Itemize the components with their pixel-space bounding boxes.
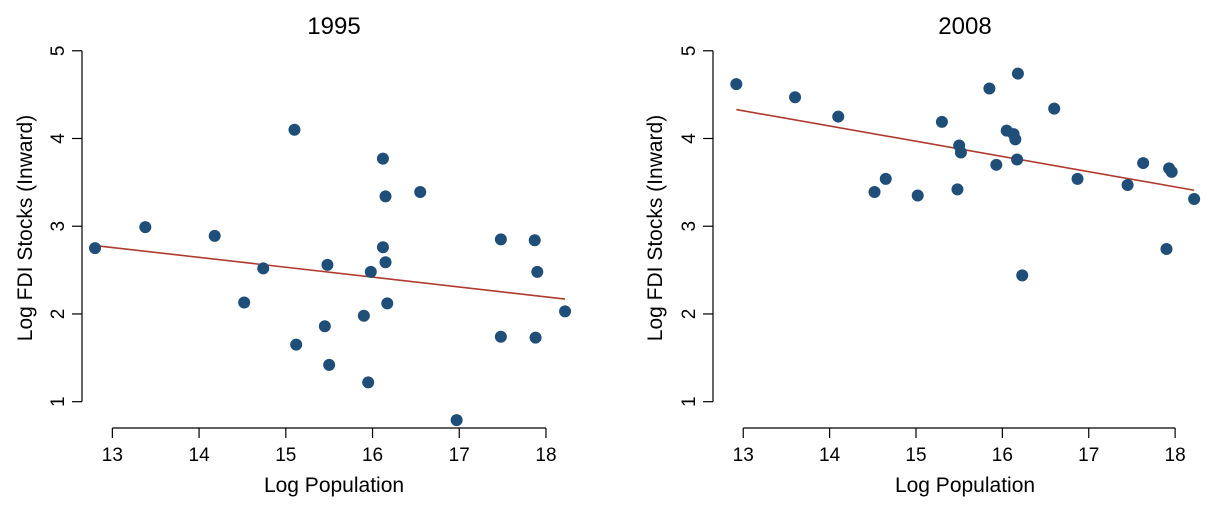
data-point	[1160, 243, 1173, 256]
x-tick-label: 17	[1078, 445, 1099, 466]
data-point	[868, 186, 881, 199]
data-point	[730, 78, 743, 91]
data-point	[1137, 157, 1150, 170]
data-point	[379, 256, 392, 269]
chart-title: 2008	[938, 13, 991, 40]
data-point	[414, 186, 427, 199]
data-point	[1011, 153, 1024, 166]
data-point	[379, 190, 392, 203]
x-axis-label: Log Population	[264, 474, 404, 497]
data-point	[381, 297, 394, 310]
plot-area: 1 2 3 4 5 13 14 15 16 17 18	[679, 45, 1201, 466]
data-point	[879, 172, 892, 185]
data-point	[376, 241, 389, 254]
data-point	[559, 305, 572, 318]
data-point	[954, 146, 967, 159]
y-axis-label: Log FDI Stocks (Inward)	[644, 115, 667, 341]
data-point	[935, 115, 948, 128]
data-point	[321, 258, 334, 271]
data-point	[450, 414, 463, 427]
y-tick-label: 4	[48, 133, 69, 144]
x-tick-label: 17	[449, 445, 470, 466]
chart-title: 1995	[307, 13, 360, 40]
data-point	[362, 376, 375, 389]
data-point	[832, 110, 845, 123]
x-tick-label: 18	[535, 445, 556, 466]
y-tick-label: 2	[679, 309, 700, 320]
data-point	[528, 234, 541, 247]
data-point	[1009, 133, 1022, 146]
data-point	[238, 296, 251, 309]
data-point	[139, 221, 152, 234]
data-point	[288, 123, 301, 136]
data-point	[89, 242, 102, 255]
data-point	[208, 229, 221, 242]
data-point	[1048, 102, 1061, 115]
x-axis-label: Log Population	[895, 474, 1035, 497]
chart-panel-2008: 2008 Log FDI Stocks (Inward) Log Populat…	[644, 13, 1201, 497]
y-tick-label: 5	[679, 45, 700, 56]
data-point	[1121, 178, 1134, 191]
fit-line	[94, 244, 566, 300]
data-point	[364, 265, 377, 278]
data-point	[357, 309, 370, 322]
data-point	[494, 233, 507, 246]
y-axis-label: Log FDI Stocks (Inward)	[14, 115, 37, 341]
x-tick-label: 14	[819, 445, 841, 466]
data-point	[290, 338, 303, 351]
data-point	[318, 320, 331, 333]
data-point	[911, 189, 924, 202]
data-point	[529, 331, 542, 344]
data-point	[1016, 269, 1029, 282]
data-point	[1011, 67, 1024, 80]
data-point	[494, 330, 507, 343]
x-tick-label: 15	[905, 445, 926, 466]
data-point	[983, 82, 996, 95]
x-tick-label: 15	[275, 445, 296, 466]
data-point	[1165, 165, 1178, 178]
y-tick-label: 1	[679, 396, 700, 407]
data-point	[257, 262, 270, 275]
x-tick-label: 18	[1165, 445, 1186, 466]
data-point	[789, 91, 802, 104]
y-tick-label: 3	[48, 221, 69, 232]
x-tick-label: 13	[102, 445, 123, 466]
data-point	[1188, 193, 1201, 206]
plot-area: 1 2 3 4 5 13 14 15 16 17 18	[48, 45, 572, 466]
y-tick-label: 2	[48, 309, 69, 320]
y-tick-label: 3	[679, 221, 700, 232]
data-point	[1071, 172, 1084, 185]
y-tick-label: 1	[48, 396, 69, 407]
x-tick-label: 13	[733, 445, 754, 466]
data-point	[990, 158, 1003, 171]
x-tick-label: 16	[362, 445, 383, 466]
chart-panel-1995: 1995 Log FDI Stocks (Inward) Log Populat…	[14, 13, 572, 497]
x-tick-label: 16	[992, 445, 1013, 466]
data-point	[323, 358, 336, 371]
data-point	[951, 183, 964, 196]
x-tick-label: 14	[189, 445, 211, 466]
data-point	[376, 152, 389, 165]
y-tick-label: 5	[48, 45, 69, 56]
y-tick-label: 4	[679, 133, 700, 144]
data-point	[531, 265, 544, 278]
